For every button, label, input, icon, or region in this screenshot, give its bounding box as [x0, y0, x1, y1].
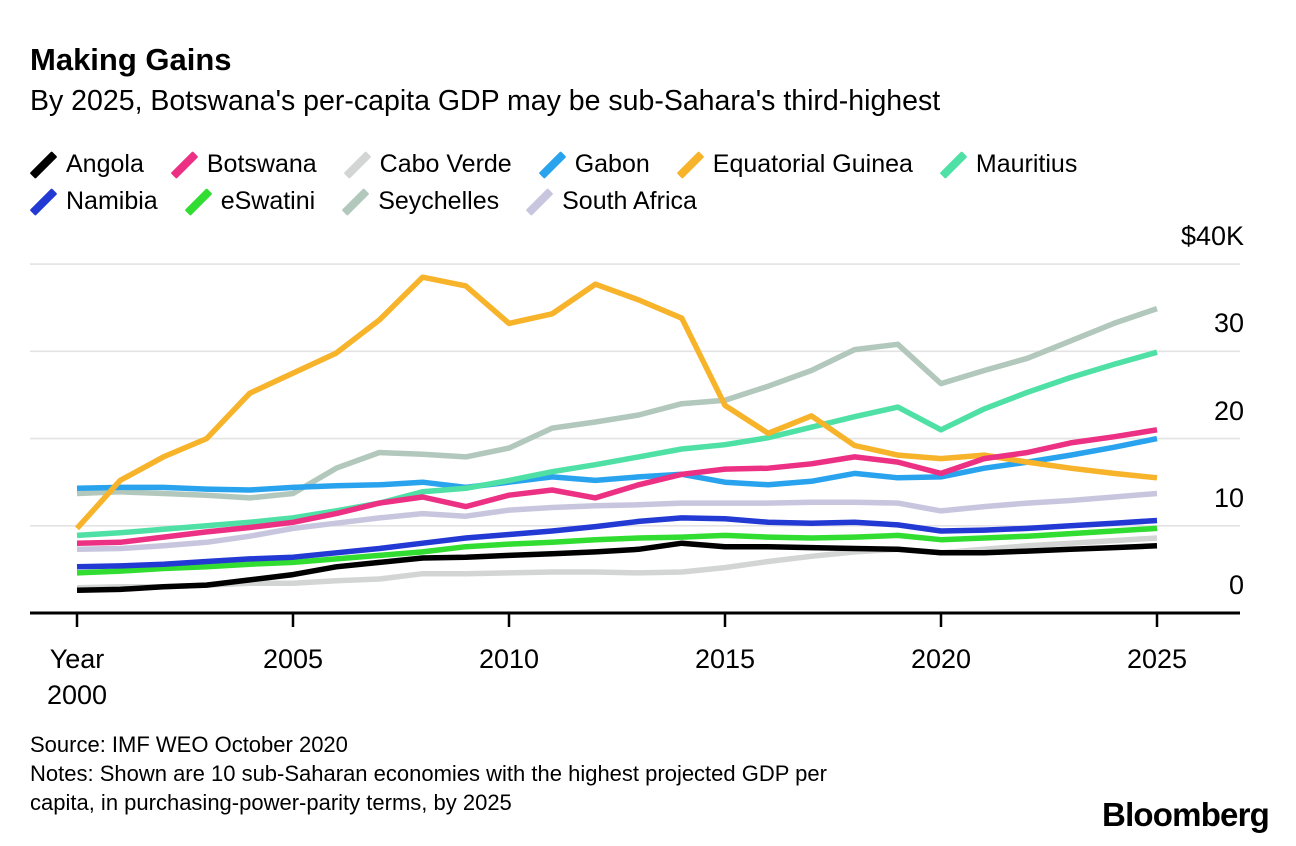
legend-label: Gabon	[574, 150, 650, 178]
series-line-angola	[76, 540, 1158, 594]
series-line-south-africa	[76, 490, 1158, 553]
line-swatch-icon	[343, 151, 371, 179]
source-note: Source: IMF WEO October 2020	[30, 732, 348, 757]
methodology-note-line: capita, in purchasing-power-parity terms…	[30, 789, 512, 815]
methodology-note-line: Notes: Shown are 10 sub-Saharan economie…	[30, 761, 827, 786]
legend-item-south-africa: South Africa	[525, 187, 697, 216]
x-axis-label: 2005	[262, 644, 324, 674]
legend-label: Namibia	[66, 187, 158, 215]
y-axis-label: $40K	[1180, 221, 1244, 252]
legend-label: Seychelles	[378, 187, 500, 215]
legend-row-1: Angola Botswana Cabo Verde Gabon Equator…	[29, 146, 1104, 183]
legend-label: Botswana	[206, 150, 317, 178]
x-axis-label: 2020	[910, 644, 972, 674]
chart-title: Making Gains	[30, 42, 232, 77]
legend-label: Cabo Verde	[379, 150, 512, 178]
series-line-equatorial-guinea	[74, 274, 1158, 531]
series-line-seychelles	[76, 305, 1158, 501]
x-axis-label: 2025	[1126, 644, 1188, 674]
x-axis-label: 2015	[694, 644, 756, 674]
legend-label: Angola	[66, 150, 144, 178]
legend-item-gabon: Gabon	[538, 150, 650, 179]
legend-item-equatorial-guinea: Equatorial Guinea	[676, 150, 913, 179]
legend-label: Mauritius	[975, 150, 1078, 178]
series-line-botswana	[76, 427, 1158, 546]
y-axis-label: 30	[1213, 308, 1244, 339]
line-swatch-icon	[538, 151, 566, 179]
line-swatch-icon	[29, 151, 58, 179]
legend-item-mauritius: Mauritius	[939, 150, 1078, 179]
line-swatch-icon	[341, 188, 370, 216]
legend-label: eSwatini	[220, 187, 316, 215]
x-axis-label: 2010	[478, 644, 540, 674]
legend-item-botswana: Botswana	[170, 150, 317, 179]
series-line-namibia	[76, 515, 1158, 570]
y-axis-label: 20	[1213, 395, 1244, 426]
series-line-mauritius	[76, 349, 1158, 539]
line-swatch-icon	[29, 188, 58, 216]
x-axis-label: Year 2000	[46, 644, 108, 710]
line-swatch-icon	[525, 188, 554, 216]
legend-item-seychelles: Seychelles	[341, 187, 500, 216]
line-swatch-icon	[170, 151, 199, 179]
methodology-note: Notes: Shown are 10 sub-Saharan economie…	[30, 760, 827, 817]
bloomberg-logo: Bloomberg	[1102, 796, 1270, 833]
legend-item-namibia: Namibia	[29, 187, 158, 216]
line-swatch-icon	[676, 151, 705, 179]
legend-label: South Africa	[562, 187, 697, 215]
series-line-gabon	[76, 435, 1158, 493]
y-axis-label: 10	[1213, 482, 1244, 513]
line-swatch-icon	[939, 151, 968, 179]
legend-item-eswatini: eSwatini	[184, 187, 316, 216]
line-swatch-icon	[184, 188, 212, 216]
y-axis-label: 0	[1228, 570, 1244, 600]
legend-row-2: Namibia eSwatini Seychelles South Africa	[29, 183, 1104, 220]
chart-subtitle: By 2025, Botswana's per-capita GDP may b…	[30, 85, 941, 117]
legend: Angola Botswana Cabo Verde Gabon Equator…	[29, 146, 1104, 220]
series-line-cabo-verde	[76, 535, 1158, 591]
legend-label: Equatorial Guinea	[712, 150, 913, 178]
series-line-eswatini	[76, 525, 1158, 576]
legend-item-angola: Angola	[29, 150, 144, 179]
legend-item-cabo-verde: Cabo Verde	[343, 150, 512, 179]
